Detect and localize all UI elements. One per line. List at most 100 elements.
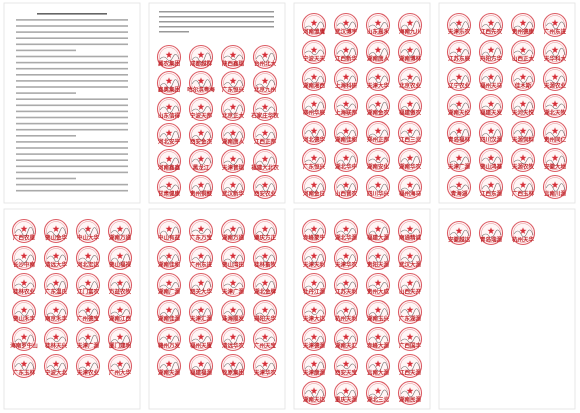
seal-ring xyxy=(301,353,327,379)
seal: 南京禾丰 xyxy=(43,299,69,325)
seal: 湖南天汇 xyxy=(333,326,359,352)
seal-label: 桂林畜牧 xyxy=(253,261,277,269)
seal-label: 佛山金华 xyxy=(44,234,68,242)
text-line xyxy=(16,122,128,125)
seal-inner xyxy=(336,383,356,403)
seal-star xyxy=(374,100,382,107)
signature xyxy=(368,183,389,192)
seal-star xyxy=(197,306,205,313)
seal-inner xyxy=(46,275,66,295)
text-line xyxy=(16,165,128,168)
seal-ring xyxy=(188,148,214,174)
seal-star xyxy=(374,154,382,161)
signature xyxy=(336,254,357,264)
seal-label: 河北德华 xyxy=(303,136,326,144)
seal-label: 宁波天邦 xyxy=(190,112,213,120)
seal-inner xyxy=(513,177,533,197)
seal-label: 湖南万通 xyxy=(222,234,245,242)
seal-label: 天津大华 xyxy=(367,82,390,90)
seal: 安徽越达 xyxy=(446,220,472,246)
signature xyxy=(304,101,325,112)
seal: 天津大达 xyxy=(301,299,327,325)
seal-star xyxy=(52,225,60,232)
seal-label: 黑龙江 xyxy=(193,164,210,172)
seal-label: 贵州铜鼓 xyxy=(190,190,213,198)
seal-ring xyxy=(220,44,246,70)
seal-ring xyxy=(301,93,327,119)
seal-inner xyxy=(368,42,388,62)
text-line xyxy=(37,13,107,15)
seal-inner xyxy=(481,123,501,143)
seal-ring xyxy=(220,96,246,122)
seal-inner xyxy=(255,275,275,295)
signature xyxy=(400,20,421,31)
seal-inner xyxy=(513,69,533,89)
seal-label: 广州大华 xyxy=(109,369,132,377)
seal-star xyxy=(342,252,350,259)
seal-inner xyxy=(400,221,420,241)
seal-inner xyxy=(191,248,211,268)
seal-inner xyxy=(304,383,324,403)
seal-label: 广东万宝 xyxy=(190,234,213,242)
seal-inner xyxy=(304,302,324,322)
seal-inner xyxy=(110,329,130,349)
seal-star xyxy=(374,19,382,26)
seal-label: 江西三元 xyxy=(399,136,422,144)
seal: 天华科大 xyxy=(542,39,568,65)
seal: 天源农业 xyxy=(542,66,568,92)
seal: 台州北大 xyxy=(252,44,278,70)
seal-star xyxy=(406,360,414,367)
seal-star xyxy=(342,279,350,286)
seal-ring xyxy=(188,44,214,70)
seal: 天津农业 xyxy=(75,353,101,379)
seal-ring xyxy=(510,12,536,38)
seal-ring xyxy=(301,380,327,406)
seal: 四川华兴 xyxy=(365,174,391,200)
seal-star xyxy=(406,127,414,134)
text-line xyxy=(159,26,274,28)
seal: 天津广源 xyxy=(75,326,101,352)
seal-star xyxy=(197,181,205,188)
seal-star xyxy=(551,127,559,134)
seal-star xyxy=(229,252,237,259)
seal: 湖南安化 xyxy=(365,147,391,173)
seal-label: 天津广源 xyxy=(448,163,471,171)
seal-star xyxy=(197,279,205,286)
seal: 万益农牧 xyxy=(107,272,133,298)
signature xyxy=(304,49,325,56)
seal-ring xyxy=(510,220,536,246)
text-line xyxy=(16,25,128,27)
seal-ring xyxy=(397,245,423,271)
seal-star xyxy=(310,181,318,188)
seal-ring xyxy=(333,147,359,173)
seal-label: 清远大华 xyxy=(45,261,68,269)
seal-star xyxy=(310,387,318,394)
page: 安徽越达 青岛瑞源 杭州天华 xyxy=(438,208,576,410)
seal-ring xyxy=(301,245,327,271)
seal-ring xyxy=(301,272,327,298)
seal-inner xyxy=(223,125,243,145)
text-line xyxy=(16,159,128,161)
signature xyxy=(255,308,276,317)
seal-star xyxy=(519,100,527,107)
seal-label: 天津乐农 xyxy=(448,28,471,36)
seal-ring xyxy=(220,353,246,379)
seal: 武汉大源 xyxy=(397,245,423,271)
signature xyxy=(191,228,212,235)
signature xyxy=(223,158,244,165)
seal-star xyxy=(116,279,124,286)
seal-star xyxy=(165,155,173,162)
seal: 青岛福林 xyxy=(446,120,472,146)
signature xyxy=(110,227,131,236)
seal-ring xyxy=(365,245,391,271)
seal-label: 肇庆方正 xyxy=(253,234,277,242)
seal: 贵州德康 xyxy=(510,12,536,38)
seal-star xyxy=(406,46,414,53)
seal-star xyxy=(342,19,350,26)
seal-star xyxy=(165,129,173,136)
seal-ring xyxy=(333,272,359,298)
seal: 桂林天兴 xyxy=(43,326,69,352)
